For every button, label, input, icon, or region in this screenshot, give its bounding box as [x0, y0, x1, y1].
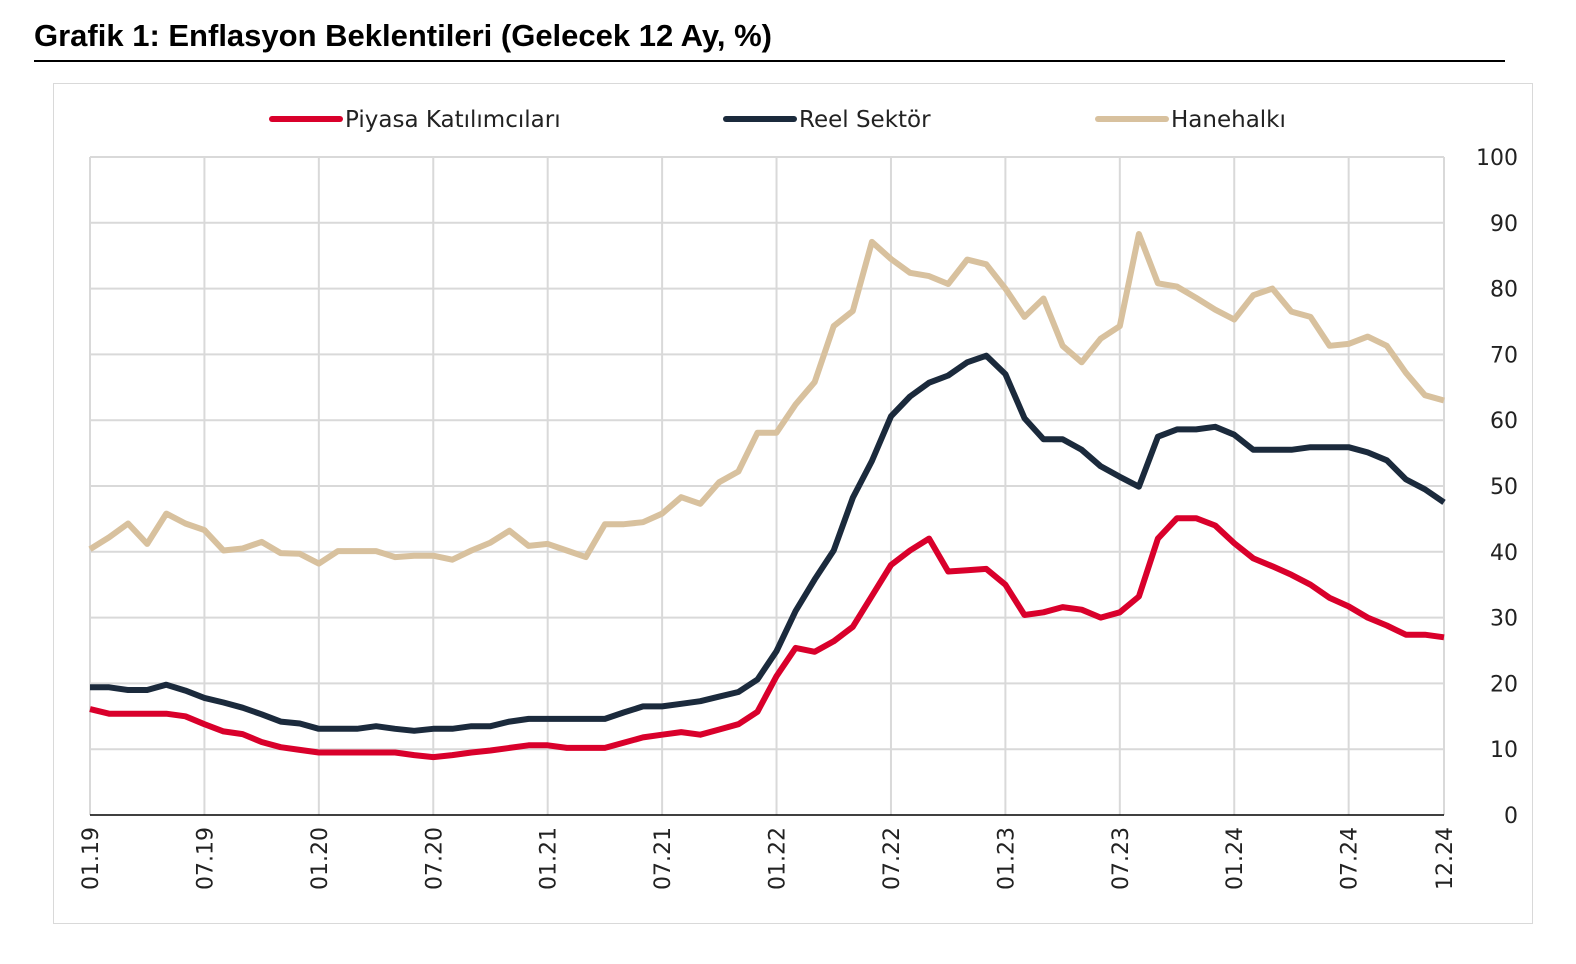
y-tick-label: 100 — [1476, 146, 1518, 171]
x-tick-label: 01.19 — [79, 827, 104, 890]
y-tick-label: 90 — [1490, 212, 1518, 237]
y-tick-label: 40 — [1490, 541, 1518, 566]
series-lines — [88, 231, 1446, 761]
x-tick-label: 01.22 — [766, 827, 791, 890]
y-tick-label: 10 — [1490, 738, 1518, 763]
y-tick-label: 70 — [1490, 343, 1518, 368]
series-line-2 — [88, 231, 1445, 567]
x-tick-label: 07.22 — [880, 827, 905, 890]
legend-label: Piyasa Katılımcıları — [345, 107, 561, 133]
series-line-0 — [89, 515, 1445, 761]
chart-frame — [53, 83, 1533, 924]
legend: Piyasa Katılımcıları Reel Sektör Hanehalkı — [269, 107, 1286, 133]
y-tick-label: 20 — [1490, 672, 1518, 697]
y-tick-label: 0 — [1504, 804, 1518, 829]
y-tick-label: 60 — [1490, 409, 1518, 434]
y-tick-label: 80 — [1490, 278, 1518, 303]
x-tick-label: 12.24 — [1433, 827, 1458, 890]
y-tick-label: 50 — [1490, 475, 1518, 500]
y-tick-label: 30 — [1490, 607, 1518, 632]
x-tick-label: 01.21 — [537, 827, 562, 890]
x-tick-label: 07.20 — [422, 827, 447, 890]
x-tick-label: 07.21 — [651, 827, 676, 890]
horizontal-gridlines — [90, 156, 1444, 816]
x-tick-label: 07.24 — [1338, 827, 1363, 890]
x-tick-label: 01.24 — [1223, 827, 1248, 890]
legend-label: Reel Sektör — [799, 107, 931, 133]
x-tick-label: 07.23 — [1109, 827, 1134, 890]
title-underline — [34, 60, 1505, 62]
series-line-1 — [90, 352, 1446, 734]
x-tick-label: 07.19 — [193, 827, 218, 890]
x-axis-tick-labels: 01.19 07.19 01.20 07.20 01.21 07.21 01.22 07.22… — [79, 827, 1458, 890]
legend-label: Hanehalkı — [1171, 107, 1286, 133]
x-tick-label: 01.23 — [994, 827, 1019, 890]
y-axis-tick-labels: 0 10 20 30 40 50 60 70 80 90 100 — [1476, 146, 1518, 829]
x-tick-label: 01.20 — [308, 827, 333, 890]
chart-title: Grafik 1: Enflasyon Beklentileri (Gelece… — [34, 18, 772, 53]
